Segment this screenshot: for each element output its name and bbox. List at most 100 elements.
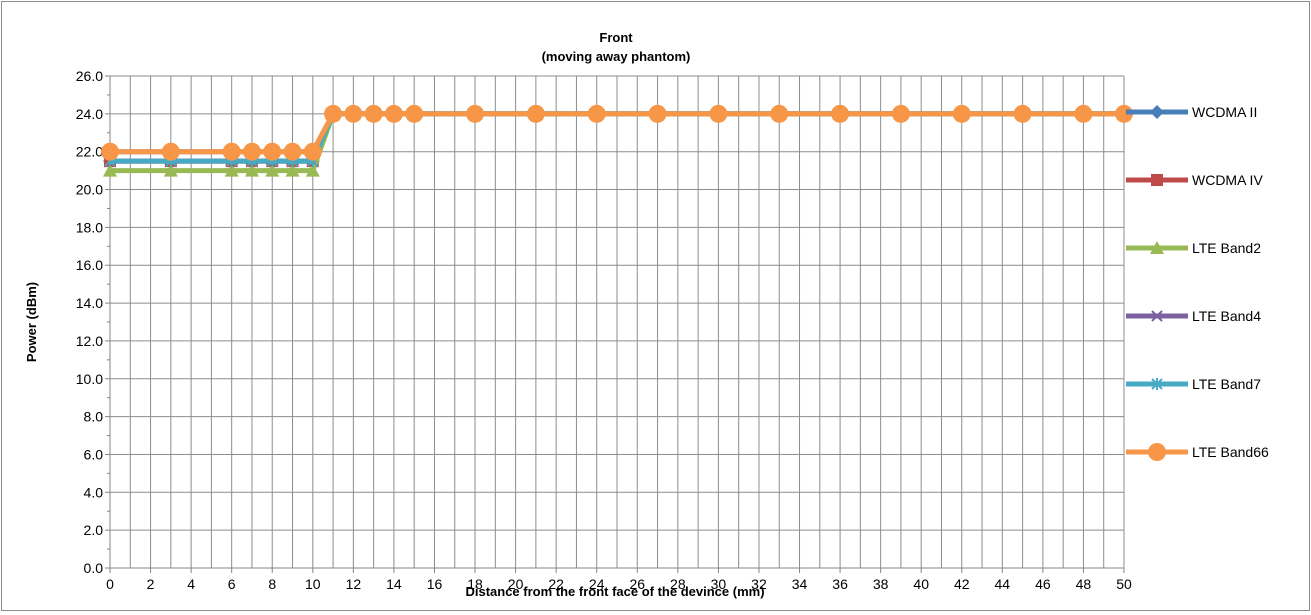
legend: WCDMA II WCDMA IV LTE Band2 LTE Band4 LTE Ba… (1126, 104, 1269, 461)
legend-item: LTE Band4 (1126, 308, 1261, 324)
x-tick-label: 38 (873, 576, 889, 592)
y-tick-label: 14.0 (76, 295, 103, 311)
point-marker (285, 163, 300, 177)
x-tick-label: 2 (147, 576, 155, 592)
point-marker (305, 163, 320, 177)
point-marker (831, 104, 850, 123)
point-marker (265, 163, 280, 177)
y-tick-label: 26.0 (76, 68, 103, 84)
point-marker (1150, 241, 1164, 254)
point-marker (384, 104, 403, 123)
grid (109, 75, 1125, 569)
point-marker (709, 104, 728, 123)
x-tick-label: 16 (427, 576, 443, 592)
chart-subtitle: (moving away phantom) (542, 49, 691, 64)
x-tick-label: 40 (913, 576, 929, 592)
point-marker (891, 104, 910, 123)
x-tick-label: 20 (508, 576, 524, 592)
point-marker (324, 104, 343, 123)
point-marker (163, 163, 178, 177)
point-marker (1151, 378, 1163, 390)
point-marker (1150, 105, 1164, 119)
y-tick-label: 4.0 (84, 484, 104, 500)
y-tick-label: 24.0 (76, 106, 103, 122)
point-marker (1013, 104, 1032, 123)
y-tick-label: 2.0 (84, 522, 104, 538)
point-marker (283, 142, 302, 161)
y-tick-label: 8.0 (84, 409, 104, 425)
legend-item: LTE Band2 (1126, 240, 1261, 256)
y-tick-label: 0.0 (84, 560, 104, 576)
point-marker (405, 104, 424, 123)
x-tick-label: 32 (751, 576, 767, 592)
point-marker (161, 142, 180, 161)
point-marker (222, 142, 241, 161)
x-tick-label: 6 (228, 576, 236, 592)
x-tick-label: 24 (589, 576, 605, 592)
point-marker (1148, 443, 1166, 461)
legend-label: LTE Band2 (1192, 240, 1261, 256)
legend-item: LTE Band7 (1126, 376, 1261, 392)
series-layer (101, 104, 1133, 177)
point-marker (1151, 310, 1163, 322)
point-marker (103, 163, 117, 177)
x-tick-label: 22 (548, 576, 564, 592)
point-marker (526, 104, 545, 123)
legend-item: WCDMA IV (1126, 172, 1263, 188)
x-tick-label: 0 (106, 576, 114, 592)
point-marker (648, 104, 667, 123)
x-tick-label: 44 (995, 576, 1011, 592)
point-marker (242, 142, 261, 161)
x-tick-label: 34 (792, 576, 808, 592)
x-tick-label: 8 (268, 576, 276, 592)
point-marker (101, 142, 119, 161)
x-tick-label: 36 (832, 576, 848, 592)
legend-item: LTE Band66 (1126, 443, 1269, 461)
legend-label: LTE Band66 (1192, 444, 1269, 460)
x-tick-label: 18 (467, 576, 483, 592)
x-tick-label: 28 (670, 576, 686, 592)
point-marker (587, 104, 606, 123)
x-tick-label: 50 (1116, 576, 1132, 592)
legend-label: WCDMA IV (1192, 172, 1263, 188)
x-tick-label: 10 (305, 576, 321, 592)
x-tick-label: 48 (1076, 576, 1092, 592)
x-tick-label: 42 (954, 576, 970, 592)
series-lte-band66 (101, 104, 1133, 161)
y-tick-label: 18.0 (76, 219, 103, 235)
point-marker (466, 104, 485, 123)
chart-title: Front (599, 30, 633, 45)
point-marker (1151, 174, 1163, 186)
legend-label: LTE Band4 (1192, 308, 1261, 324)
point-marker (344, 104, 363, 123)
x-tick-label: 26 (629, 576, 645, 592)
point-marker (303, 142, 322, 161)
point-marker (770, 104, 789, 123)
x-tick-label: 46 (1035, 576, 1051, 592)
y-tick-label: 6.0 (84, 446, 104, 462)
x-tick-label: 12 (346, 576, 362, 592)
legend-item: WCDMA II (1126, 104, 1257, 120)
y-tick-label: 16.0 (76, 257, 103, 273)
x-axis-title: Distance from the front face of the devi… (465, 584, 764, 599)
point-marker (263, 142, 282, 161)
point-marker (1074, 104, 1093, 123)
point-marker (224, 163, 239, 177)
x-tick-label: 30 (711, 576, 727, 592)
point-marker (364, 104, 383, 123)
y-tick-label: 20.0 (76, 182, 103, 198)
x-tick-label: 14 (386, 576, 402, 592)
y-tick-label: 12.0 (76, 333, 103, 349)
y-tick-label: 10.0 (76, 371, 103, 387)
point-marker (1115, 104, 1133, 123)
axes: 0.0 2.0 4.0 6.0 8.0 10.0 12.0 14.0 16.0 18.0 20.0 2… (76, 68, 1132, 592)
legend-label: WCDMA II (1192, 104, 1257, 120)
point-marker (244, 163, 259, 177)
x-tick-label: 4 (187, 576, 195, 592)
legend-label: LTE Band7 (1192, 376, 1261, 392)
y-axis-title: Power (dBm) (24, 282, 39, 362)
y-tick-label: 22.0 (76, 144, 103, 160)
point-marker (952, 104, 971, 123)
